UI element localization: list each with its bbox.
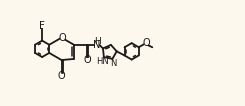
Text: N: N	[110, 59, 117, 68]
FancyBboxPatch shape	[96, 40, 99, 43]
Text: F: F	[39, 21, 45, 31]
FancyBboxPatch shape	[85, 58, 89, 63]
Text: O: O	[59, 33, 66, 43]
FancyBboxPatch shape	[59, 74, 64, 78]
FancyBboxPatch shape	[95, 43, 99, 47]
FancyBboxPatch shape	[60, 35, 65, 40]
Text: HN: HN	[97, 57, 109, 66]
Text: N: N	[93, 40, 101, 50]
Text: O: O	[142, 38, 150, 48]
Text: O: O	[58, 71, 65, 81]
Text: O: O	[83, 55, 91, 66]
FancyBboxPatch shape	[99, 59, 106, 63]
FancyBboxPatch shape	[112, 61, 116, 65]
Text: H: H	[94, 37, 101, 46]
FancyBboxPatch shape	[40, 24, 44, 28]
FancyBboxPatch shape	[144, 41, 148, 45]
